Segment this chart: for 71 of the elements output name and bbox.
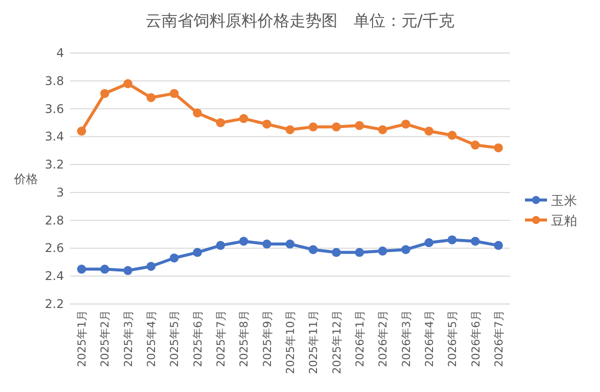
y-tick-label: 3 xyxy=(56,185,64,200)
point xyxy=(332,122,341,132)
legend-label: 玉米 xyxy=(551,194,577,209)
point xyxy=(448,235,457,244)
point xyxy=(494,143,503,152)
x-tick-label: 2025年7月 xyxy=(214,310,228,367)
point xyxy=(378,246,388,256)
y-tick-label: 3.8 xyxy=(44,74,64,88)
x-tick-label: 2026年6月 xyxy=(469,310,482,367)
point xyxy=(100,88,110,98)
point xyxy=(192,248,202,257)
x-tick-label: 2026年4月 xyxy=(422,310,436,367)
point xyxy=(123,266,132,276)
x-tick-label: 2025年1月 xyxy=(76,310,89,367)
y-tick-label: 4 xyxy=(56,46,64,60)
point xyxy=(354,248,364,257)
x-tick-label: 2026年5月 xyxy=(446,310,460,367)
x-tick-label: 2025年10月 xyxy=(284,310,297,374)
point xyxy=(286,240,294,249)
point xyxy=(192,108,202,118)
x-tick-label: 2026年2月 xyxy=(376,310,390,367)
x-tick-label: 2025年2月 xyxy=(98,310,112,367)
x-tick-label: 2025年12月 xyxy=(330,310,344,374)
x-tick-label: 2025年4月 xyxy=(145,310,158,367)
point xyxy=(216,118,226,128)
point xyxy=(308,122,318,132)
y-tick-label: 3.4 xyxy=(44,130,64,144)
point xyxy=(448,130,457,140)
point xyxy=(262,240,272,249)
point xyxy=(100,264,110,274)
point xyxy=(77,264,86,274)
y-tick-label: 2.4 xyxy=(44,269,64,284)
point xyxy=(262,120,272,129)
point xyxy=(401,120,410,129)
x-tick-label: 2025年3月 xyxy=(122,310,135,367)
y-tick-label: 2.8 xyxy=(44,213,64,228)
y-axis-title: 价格 xyxy=(13,172,38,186)
legend-label: 豆粕 xyxy=(551,214,577,229)
y-tick-label: 3.6 xyxy=(44,102,64,116)
point xyxy=(146,262,156,271)
point xyxy=(401,245,410,254)
point xyxy=(286,125,294,134)
x-tick-label: 2025年9月 xyxy=(260,310,274,367)
point xyxy=(424,238,434,248)
point xyxy=(332,248,341,257)
point xyxy=(77,126,86,136)
point xyxy=(239,236,248,246)
point xyxy=(123,79,132,88)
chart-title: 云南省饲料原料价格走势图 单位：元/千克 xyxy=(145,11,455,30)
point xyxy=(170,88,179,98)
point xyxy=(378,125,388,134)
x-tick-label: 2025年6月 xyxy=(191,310,204,367)
y-tick-label: 2.2 xyxy=(44,297,64,311)
point xyxy=(146,93,156,102)
point xyxy=(170,253,179,262)
x-tick-label: 2026年1月 xyxy=(353,310,366,367)
point xyxy=(424,126,434,136)
x-tick-label: 2025年11月 xyxy=(307,310,320,374)
point xyxy=(308,245,318,254)
x-tick-label: 2025年5月 xyxy=(168,310,182,367)
y-tick-label: 3.2 xyxy=(44,158,64,172)
x-tick-label: 2025年8月 xyxy=(238,310,251,367)
point xyxy=(470,140,480,150)
point xyxy=(239,114,248,124)
x-tick-label: 2026年7月 xyxy=(492,310,506,367)
point xyxy=(470,236,480,246)
x-tick-label: 2026年3月 xyxy=(400,310,413,367)
y-tick-label: 2.6 xyxy=(44,241,64,256)
point xyxy=(216,240,226,250)
point xyxy=(494,240,503,250)
point xyxy=(354,121,364,130)
